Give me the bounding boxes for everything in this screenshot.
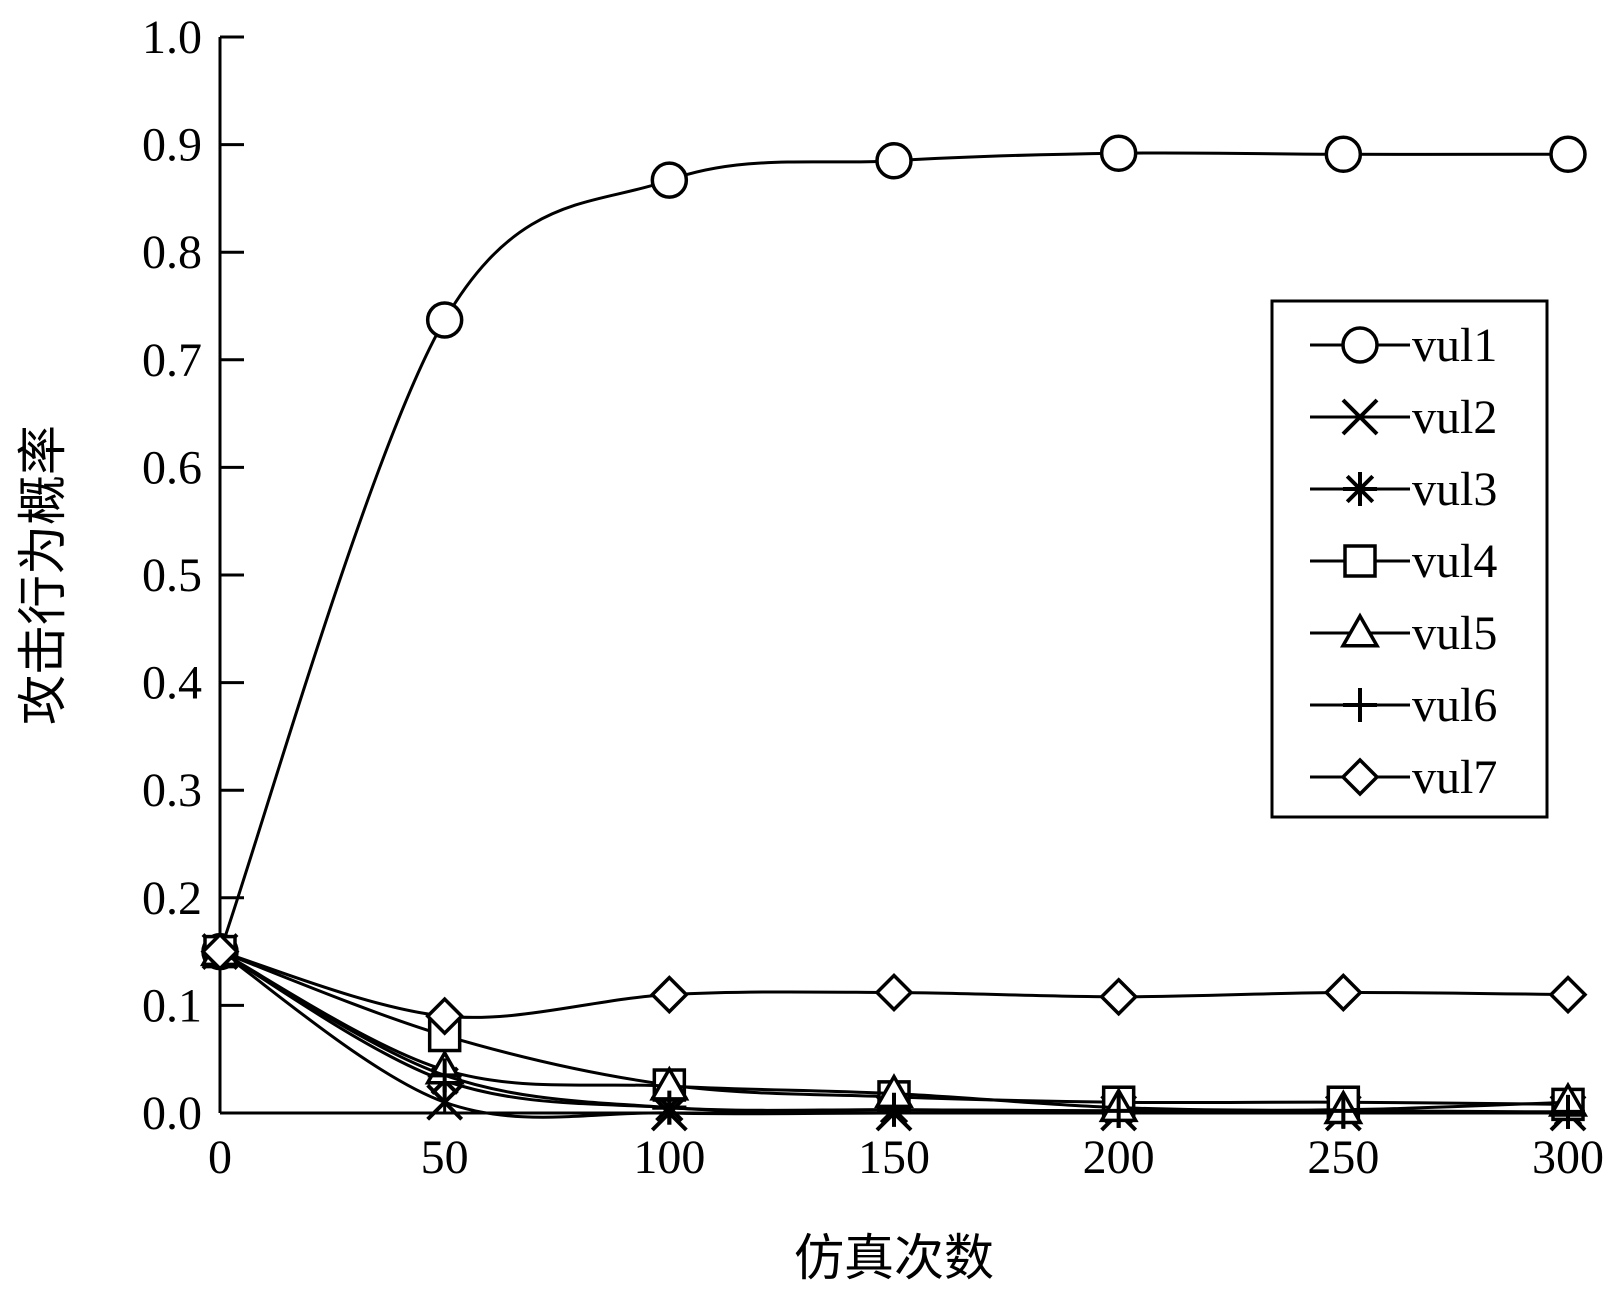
data-point-vul1 [875, 141, 913, 180]
y-tick-label: 1.0 [142, 11, 202, 64]
data-point-vul7 [425, 996, 465, 1036]
y-tick-label: 0.3 [142, 764, 202, 817]
data-point-vul6 [877, 1092, 911, 1127]
x-tick-label: 200 [1083, 1131, 1155, 1184]
data-point-vul1 [1549, 135, 1587, 174]
legend-label: vul4 [1412, 535, 1497, 588]
data-point-vul7 [1099, 977, 1139, 1017]
x-axis-title: 仿真次数 [794, 1230, 994, 1286]
legend-label: vul1 [1412, 319, 1497, 372]
data-point-vul6 [427, 1058, 462, 1093]
legend-item-vul1: vul1 [1310, 319, 1497, 372]
data-point-vul6 [1551, 1094, 1585, 1129]
data-point-vul1 [1099, 134, 1138, 172]
legend-label: vul5 [1412, 607, 1497, 660]
legend-item-vul7: vul7 [1310, 751, 1497, 804]
legend-marker [1340, 757, 1380, 797]
legend-label: vul7 [1412, 751, 1497, 804]
legend-item-vul6: vul6 [1310, 679, 1497, 732]
data-point-vul7 [1548, 975, 1588, 1015]
y-tick-label: 0.2 [142, 872, 202, 925]
series-vul7 [200, 932, 1588, 1036]
legend-item-vul3: vul3 [1310, 463, 1497, 516]
ticks: 0.0 0.1 0.2 0.3 0.4 0.5 0.6 0.7 0.8 0.9 1.0 0 50 100 1… [142, 11, 1604, 1184]
data-point-vul7 [874, 973, 914, 1012]
y-tick-label: 0.5 [142, 549, 202, 602]
legend-label: vul3 [1412, 463, 1497, 516]
x-tick-label: 100 [633, 1131, 705, 1184]
y-tick-label: 0.4 [142, 657, 202, 710]
x-tick-label: 150 [858, 1131, 930, 1184]
x-tick-label: 250 [1307, 1131, 1379, 1184]
legend-marker [1343, 544, 1377, 578]
data-point-vul7 [649, 975, 689, 1015]
legend-marker [1343, 688, 1377, 722]
data-point-vul1 [425, 301, 464, 339]
data-point-vul6 [652, 1090, 687, 1125]
data-point-vul1 [1324, 135, 1363, 174]
data-point-vul6 [1101, 1093, 1136, 1128]
legend-box [1270, 299, 1549, 819]
data-point-vul7 [1323, 973, 1363, 1012]
x-tick-label: 300 [1532, 1131, 1604, 1184]
legend-label: vul2 [1412, 391, 1497, 444]
legend-item-vul2: vul2 [1310, 391, 1497, 444]
y-tick-label: 0.1 [142, 979, 202, 1032]
y-axis-title: 攻击行为概率 [15, 425, 71, 725]
series-group [199, 134, 1589, 1132]
data-point-vul1 [650, 161, 689, 199]
y-tick-label: 0.0 [142, 1087, 202, 1140]
legend-marker [1341, 398, 1379, 436]
legend: vul1 vul2 vul3 vul4 vul5 vul6 vul7 [1270, 299, 1549, 819]
data-point-vul7 [200, 932, 240, 972]
legend-label: vul6 [1412, 679, 1497, 732]
x-tick-label: 0 [208, 1131, 232, 1184]
legend-item-vul4: vul4 [1310, 535, 1497, 588]
y-tick-label: 0.6 [142, 441, 202, 494]
data-point-vul6 [1326, 1093, 1361, 1128]
series-vul6 [203, 934, 1585, 1129]
y-tick-label: 0.8 [142, 226, 202, 279]
legend-marker [1339, 612, 1381, 648]
y-tick-label: 0.9 [142, 119, 202, 172]
y-tick-label: 0.7 [142, 334, 202, 387]
legend-item-vul5: vul5 [1310, 607, 1497, 660]
series-line-vul1 [218, 151, 1569, 953]
legend-marker [1341, 326, 1379, 364]
legend-marker [1343, 472, 1377, 506]
x-tick-label: 50 [421, 1131, 469, 1184]
series-vul1 [201, 134, 1587, 971]
